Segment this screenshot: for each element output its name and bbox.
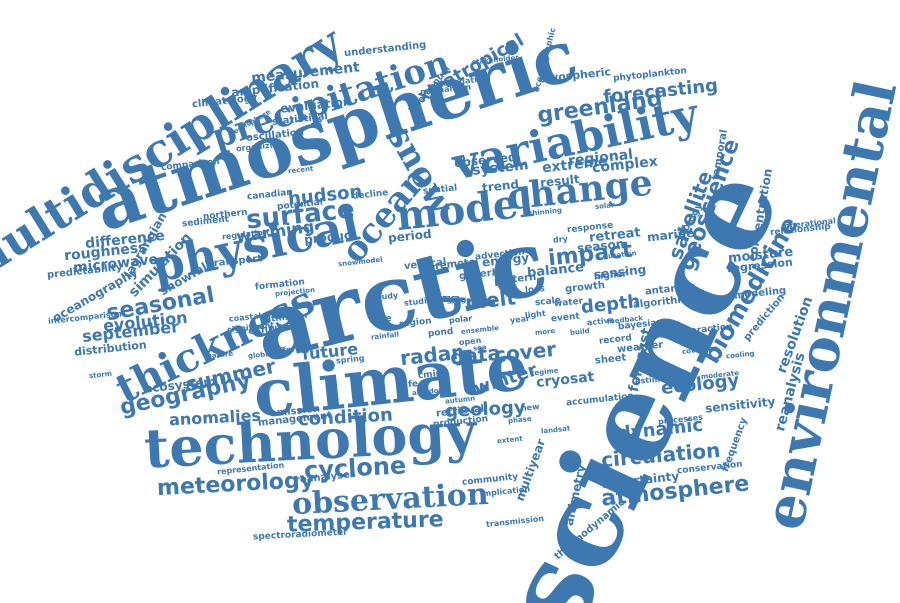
word-anomalies: anomalies (168, 405, 262, 430)
word-ice: ice (423, 272, 437, 283)
word-origin: origin (437, 295, 464, 304)
word-solar: solar (594, 200, 615, 211)
word-build: build (569, 326, 591, 337)
word-cooling: cooling (725, 349, 755, 360)
word-spectroradiometer: spectroradiometer (252, 527, 348, 542)
word-ridging: ridging (434, 295, 467, 304)
word-flux: flux (441, 295, 459, 304)
word-year: year (509, 313, 531, 326)
word-lidar: lidar (439, 295, 461, 304)
word-community: community (461, 471, 519, 488)
word-event: event (550, 311, 580, 324)
word-profile: profile (435, 295, 465, 304)
word-new: new (520, 402, 540, 413)
word-extent: extent (496, 434, 523, 445)
word-more: more (534, 326, 556, 337)
word-cmip: cmip (417, 368, 443, 381)
word-pond: pond (426, 326, 454, 339)
word-storm: storm (88, 369, 112, 380)
word-loss: loss (524, 283, 546, 296)
word-use: use (491, 264, 509, 275)
word-area: area (440, 295, 461, 304)
word-trend: trend (480, 177, 520, 195)
word-water: water (553, 296, 584, 310)
word-heat: heat (440, 295, 461, 304)
word-melt: melt (463, 285, 517, 315)
word-time: time (367, 313, 392, 326)
word-growth: growth (564, 279, 606, 296)
word-thinning: thinning (528, 205, 562, 218)
word-dry: dry (552, 234, 568, 245)
word-phase: phase (507, 414, 532, 425)
